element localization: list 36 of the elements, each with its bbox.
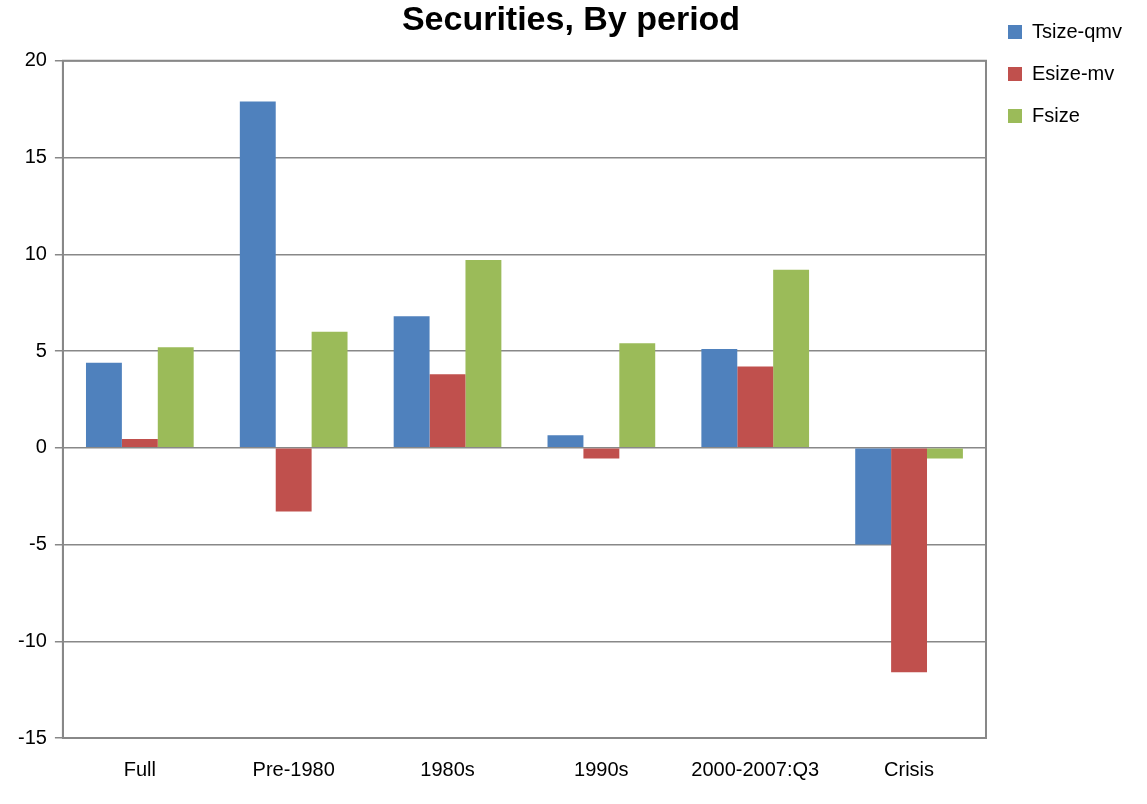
bar (121, 439, 158, 448)
legend-label: Esize-mv (1031, 61, 1115, 84)
bar (583, 448, 620, 459)
y-tick-label: 10 (24, 241, 47, 264)
bar (547, 435, 584, 448)
y-tick-label: -10 (18, 628, 47, 651)
bar (465, 260, 502, 448)
bar (85, 362, 122, 448)
x-tick-label: 1990s (574, 757, 629, 780)
y-tick-label: 5 (35, 338, 47, 361)
x-tick-label: Pre-1980 (252, 757, 335, 780)
bar (737, 366, 774, 448)
bar (275, 448, 312, 512)
bar (619, 343, 656, 448)
bar (157, 347, 194, 448)
x-tick-label: 1980s (420, 757, 475, 780)
legend-label: Tsize-qmv (1031, 19, 1123, 42)
bar (239, 101, 276, 448)
bar (927, 448, 963, 459)
x-tick-label: Crisis (884, 757, 935, 780)
legend-label: Fsize (1031, 103, 1080, 126)
y-tick-label: -5 (29, 532, 47, 555)
x-tick-label: 2000-2007:Q3 (691, 757, 820, 780)
y-tick-label: 15 (24, 145, 47, 168)
y-tick-label: -15 (18, 725, 47, 748)
y-tick-label: 0 (35, 435, 47, 458)
bar (311, 331, 348, 448)
chart-title: Securities, By period (401, 0, 741, 37)
bar (429, 374, 466, 448)
bar (701, 349, 738, 448)
bar (891, 448, 928, 673)
bar (393, 316, 430, 448)
y-tick-label: 20 (24, 48, 47, 71)
x-tick-label: Full (123, 757, 156, 780)
bar (773, 269, 810, 448)
bar (855, 448, 892, 545)
